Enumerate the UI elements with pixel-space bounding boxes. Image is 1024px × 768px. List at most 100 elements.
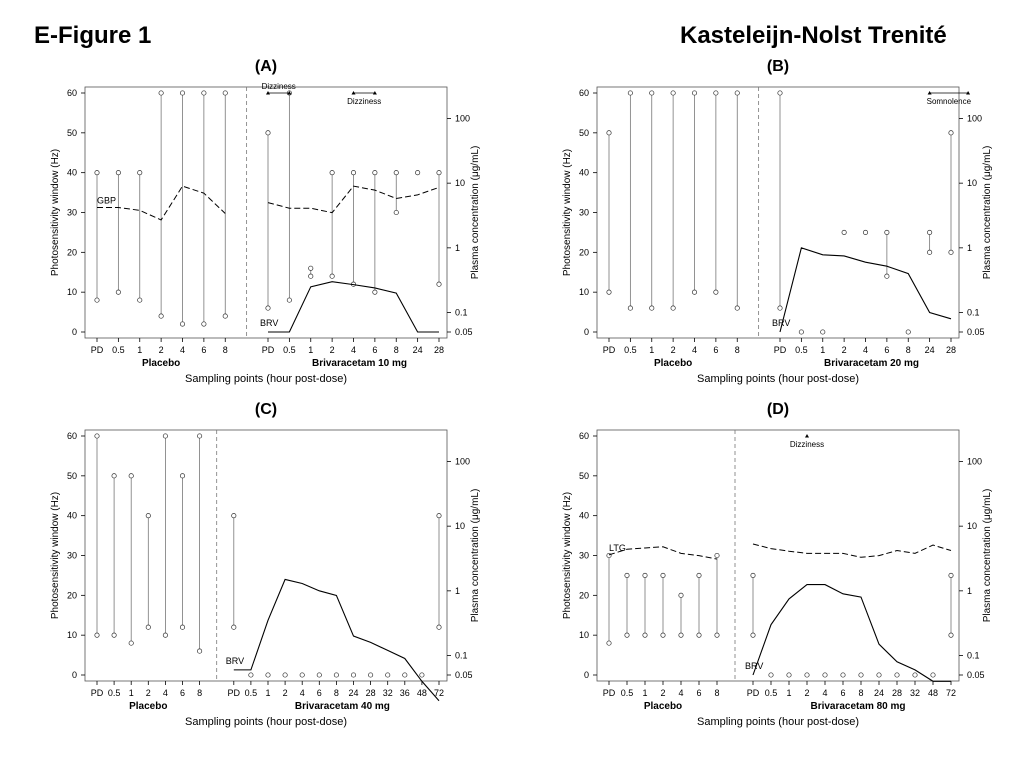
- x-tick-label: 24: [413, 345, 423, 355]
- window-point: [714, 632, 720, 638]
- x-tick-label: 2: [330, 345, 335, 355]
- x-tick-label: 6: [696, 688, 701, 698]
- left-tick-label: 0: [72, 670, 77, 680]
- window-point: [841, 229, 847, 235]
- x-tick-label: 0.5: [795, 345, 808, 355]
- left-tick-label: 0: [72, 327, 77, 337]
- left-axis-title: Photosensitivity window (Hz): [562, 149, 573, 276]
- x-tick-label: 0.5: [624, 345, 637, 355]
- window-point: [714, 552, 720, 559]
- x-tick-label: 2: [804, 688, 809, 698]
- window-point: [768, 672, 774, 678]
- window-point: [840, 672, 846, 678]
- x-tick-label: 4: [180, 345, 185, 355]
- window-point: [696, 572, 702, 578]
- window-point: [678, 632, 684, 638]
- right-axis-title: Plasma concentration (μg/mL): [982, 146, 993, 280]
- window-point: [393, 170, 399, 176]
- x-tick-label: 6: [372, 345, 377, 355]
- left-tick-label: 30: [67, 208, 77, 218]
- x-tick-label: 0.5: [283, 345, 296, 355]
- right-tick-label: 1: [455, 586, 460, 596]
- window-point: [820, 329, 826, 335]
- window-point: [627, 305, 633, 311]
- brv-label: BRV: [772, 318, 790, 328]
- right-tick-label: 10: [455, 178, 465, 188]
- brv-label: BRV: [226, 656, 244, 666]
- comed-label: LTG: [609, 543, 626, 553]
- window-point: [350, 170, 357, 176]
- x-axis-title: Sampling points (hour post-dose): [697, 716, 859, 728]
- left-tick-label: 10: [67, 630, 77, 640]
- comed-line-brv: [752, 543, 952, 558]
- brv-group-label: Brivaracetam 80 mg: [810, 701, 905, 712]
- left-tick-label: 10: [579, 630, 589, 640]
- window-point: [94, 433, 100, 439]
- left-axis-title: Photosensitivity window (Hz): [50, 149, 61, 276]
- x-tick-label: 6: [840, 688, 845, 698]
- right-tick-label: 0.05: [967, 327, 985, 337]
- window-point: [179, 473, 186, 479]
- x-tick-label: 1: [649, 345, 654, 355]
- x-tick-label: 1: [642, 688, 647, 698]
- left-tick-label: 40: [579, 511, 589, 521]
- window-point: [145, 513, 151, 519]
- window-point: [179, 321, 186, 327]
- left-tick-label: 20: [67, 590, 77, 600]
- left-tick-label: 30: [579, 208, 589, 218]
- window-point: [948, 572, 954, 578]
- right-tick-label: 0.1: [455, 308, 468, 318]
- window-point: [750, 572, 756, 578]
- plot-frame: [596, 429, 960, 682]
- window-point: [402, 672, 408, 678]
- x-tick-label: 24: [874, 688, 884, 698]
- window-point: [606, 130, 612, 136]
- window-point: [179, 90, 186, 96]
- window-point: [948, 130, 954, 136]
- window-point: [222, 313, 228, 319]
- right-axis-title: Plasma concentration (μg/mL): [982, 489, 993, 623]
- x-tick-label: 8: [714, 688, 719, 698]
- x-tick-label: 28: [892, 688, 902, 698]
- x-tick-label: PD: [603, 345, 616, 355]
- x-tick-label: PD: [228, 688, 241, 698]
- window-point: [927, 229, 933, 235]
- x-tick-label: 1: [820, 345, 825, 355]
- x-tick-label: 8: [735, 345, 740, 355]
- window-point: [660, 572, 666, 578]
- window-point: [94, 297, 100, 303]
- window-point: [201, 321, 207, 327]
- x-tick-label: 4: [678, 688, 683, 698]
- window-point: [329, 273, 335, 279]
- x-tick-label: 72: [946, 688, 956, 698]
- window-point: [627, 90, 633, 96]
- window-point: [158, 90, 164, 96]
- x-tick-label: 4: [863, 345, 868, 355]
- window-point: [858, 672, 864, 678]
- right-tick-label: 10: [455, 521, 465, 531]
- x-tick-label: 8: [906, 345, 911, 355]
- window-point: [930, 672, 936, 678]
- window-point: [137, 170, 143, 176]
- right-tick-label: 0.1: [967, 651, 980, 661]
- window-point: [128, 473, 134, 479]
- figure-author: Kasteleijn-Nolst Trenité: [680, 22, 947, 49]
- right-tick-label: 10: [967, 178, 977, 188]
- left-tick-label: 10: [579, 287, 589, 297]
- x-tick-label: 1: [786, 688, 791, 698]
- window-point: [137, 297, 143, 303]
- brv-label: BRV: [260, 318, 278, 328]
- x-tick-label: 2: [842, 345, 847, 355]
- right-tick-label: 1: [455, 243, 460, 253]
- right-tick-label: 1: [967, 586, 972, 596]
- window-point: [642, 572, 648, 578]
- window-point: [862, 229, 869, 235]
- x-tick-label: 2: [146, 688, 151, 698]
- window-point: [884, 273, 890, 279]
- x-tick-label: 0.5: [245, 688, 258, 698]
- window-point: [308, 265, 314, 271]
- x-tick-label: 6: [884, 345, 889, 355]
- left-tick-label: 0: [584, 327, 589, 337]
- panel-label: (B): [767, 58, 789, 75]
- plot-frame: [596, 86, 960, 339]
